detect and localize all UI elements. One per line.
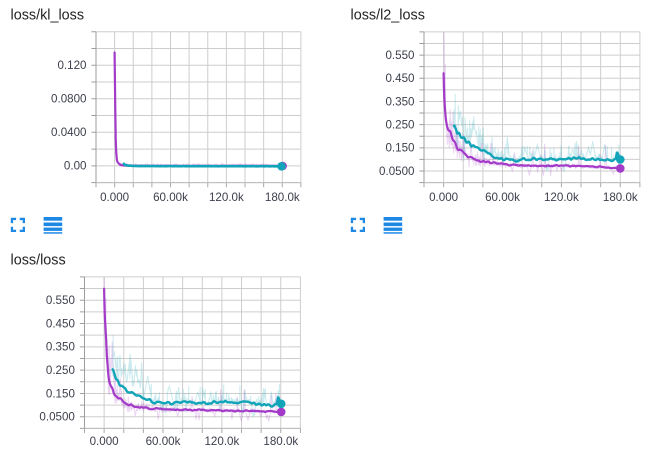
svg-text:0.450: 0.450 xyxy=(385,72,414,85)
svg-text:0.450: 0.450 xyxy=(46,317,75,330)
svg-text:0.150: 0.150 xyxy=(385,142,414,155)
svg-text:0.250: 0.250 xyxy=(46,364,75,377)
svg-text:180.0k: 180.0k xyxy=(265,191,300,204)
svg-text:60.00k: 60.00k xyxy=(146,435,181,448)
svg-text:0.00: 0.00 xyxy=(64,160,87,173)
svg-text:180.0k: 180.0k xyxy=(603,191,638,204)
svg-text:120.0k: 120.0k xyxy=(544,191,579,204)
svg-text:0.000: 0.000 xyxy=(90,435,119,448)
svg-text:0.0800: 0.0800 xyxy=(51,93,86,106)
svg-text:0.120: 0.120 xyxy=(57,59,86,72)
svg-text:180.0k: 180.0k xyxy=(263,435,298,448)
svg-text:loss/loss: loss/loss xyxy=(11,252,66,268)
svg-text:60.00k: 60.00k xyxy=(485,191,520,204)
svg-text:0.000: 0.000 xyxy=(429,191,458,204)
svg-text:0.000: 0.000 xyxy=(100,191,129,204)
svg-text:0.550: 0.550 xyxy=(385,49,414,62)
svg-text:0.350: 0.350 xyxy=(46,341,75,354)
svg-text:0.0400: 0.0400 xyxy=(51,126,86,139)
svg-text:120.0k: 120.0k xyxy=(209,191,244,204)
svg-text:loss/kl_loss: loss/kl_loss xyxy=(11,7,85,23)
svg-text:0.350: 0.350 xyxy=(385,95,414,108)
svg-text:0.250: 0.250 xyxy=(385,119,414,132)
svg-text:0.0500: 0.0500 xyxy=(379,165,414,178)
svg-text:0.150: 0.150 xyxy=(46,387,75,400)
svg-text:60.00k: 60.00k xyxy=(153,191,188,204)
svg-text:loss/l2_loss: loss/l2_loss xyxy=(351,7,425,23)
svg-text:120.0k: 120.0k xyxy=(204,435,239,448)
svg-text:0.0500: 0.0500 xyxy=(39,411,74,424)
svg-text:0.550: 0.550 xyxy=(46,294,75,307)
